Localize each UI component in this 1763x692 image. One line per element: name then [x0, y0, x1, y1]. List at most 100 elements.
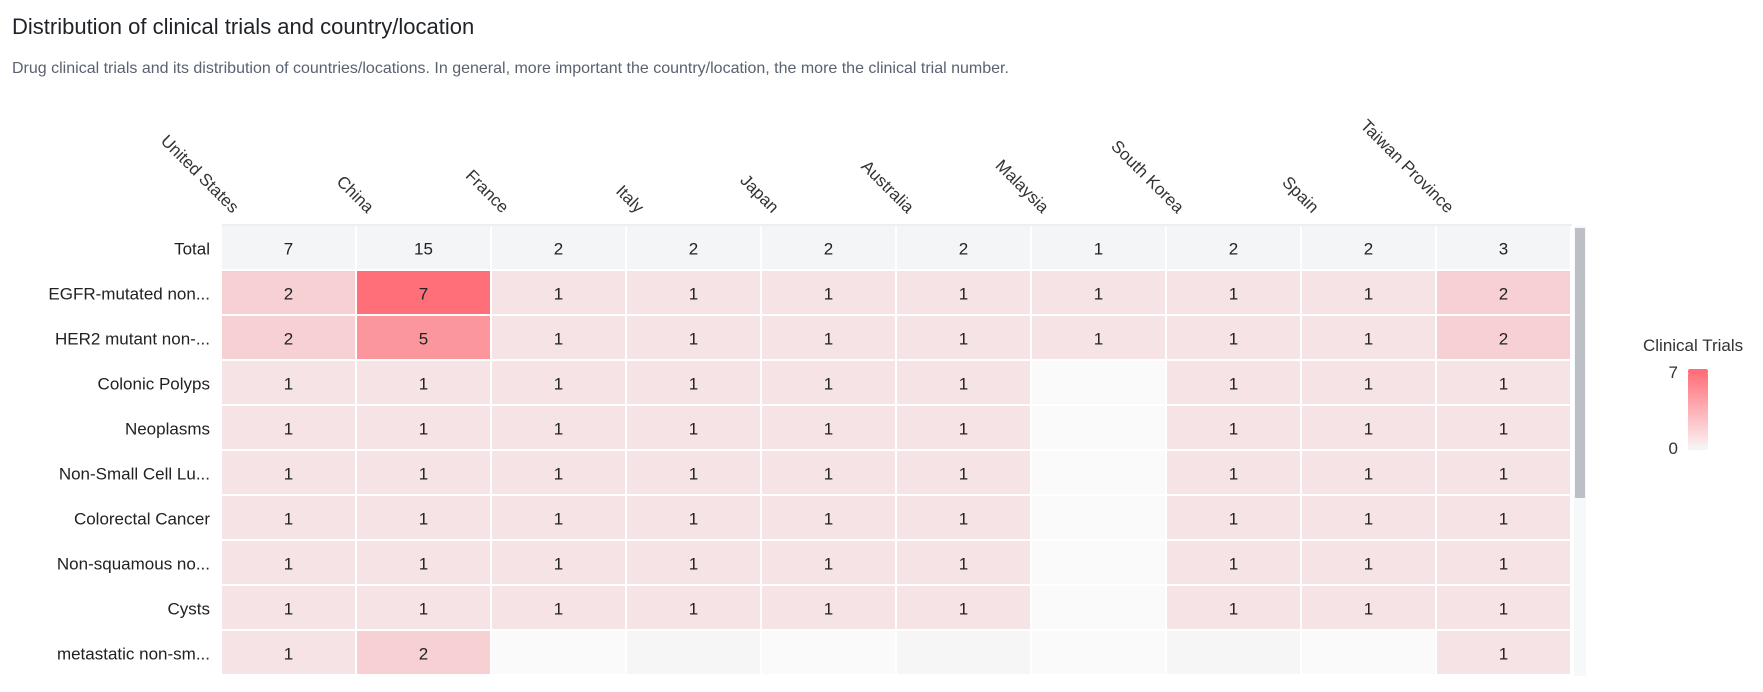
heatmap-cell[interactable]	[1032, 631, 1165, 674]
legend-title: Clinical Trials	[1643, 336, 1743, 356]
cell-value: 1	[824, 510, 833, 529]
cell-value: 1	[419, 420, 428, 439]
cell-value: 1	[1499, 465, 1508, 484]
column-label: South Korea	[1107, 137, 1188, 218]
cell-value: 1	[1499, 420, 1508, 439]
cell-value: 1	[554, 510, 563, 529]
cell-value: 1	[419, 465, 428, 484]
cell-value: 1	[284, 510, 293, 529]
heatmap-cell[interactable]	[1032, 496, 1165, 539]
total-value: 2	[554, 240, 563, 259]
cell-value: 1	[554, 555, 563, 574]
cell-value: 1	[1229, 510, 1238, 529]
scrollbar-thumb[interactable]	[1575, 228, 1585, 498]
heatmap-cell[interactable]	[1167, 631, 1300, 674]
cell-value: 1	[1229, 330, 1238, 349]
column-label: Spain	[1278, 173, 1322, 217]
heatmap-cell[interactable]	[1032, 541, 1165, 584]
heatmap-cell[interactable]	[1032, 451, 1165, 494]
cell-value: 1	[1364, 465, 1373, 484]
column-label: Taiwan Province	[1357, 116, 1458, 217]
heatmap-cell[interactable]	[1032, 586, 1165, 629]
legend-max-handle[interactable]	[1688, 369, 1708, 374]
cell-value: 1	[959, 420, 968, 439]
cell-value: 1	[554, 375, 563, 394]
row-label: Colonic Polyps	[98, 375, 210, 394]
cell-value: 2	[1499, 285, 1508, 304]
cell-value: 1	[959, 510, 968, 529]
cell-value: 1	[554, 420, 563, 439]
cell-value: 1	[959, 465, 968, 484]
heatmap-cell[interactable]	[492, 631, 625, 674]
cell-value: 7	[419, 285, 428, 304]
cell-value: 1	[824, 330, 833, 349]
total-value: 3	[1499, 240, 1508, 259]
row-label: HER2 mutant non-...	[55, 330, 210, 349]
cell-value: 1	[554, 465, 563, 484]
cell-value: 1	[419, 375, 428, 394]
row-label: Neoplasms	[125, 420, 210, 439]
cell-value: 1	[284, 555, 293, 574]
cell-value: 1	[959, 600, 968, 619]
cell-value: 1	[554, 600, 563, 619]
cell-value: 1	[284, 600, 293, 619]
cell-value: 5	[419, 330, 428, 349]
cell-value: 1	[1229, 600, 1238, 619]
cell-value: 1	[959, 285, 968, 304]
row-label: metastatic non-sm...	[57, 645, 210, 664]
heatmap-cell[interactable]	[897, 631, 1030, 674]
cell-value: 1	[284, 465, 293, 484]
cell-value: 1	[1499, 555, 1508, 574]
cell-value: 1	[1364, 420, 1373, 439]
total-value: 2	[959, 240, 968, 259]
heatmap-cell[interactable]	[627, 631, 760, 674]
cell-value: 2	[284, 285, 293, 304]
total-value: 2	[824, 240, 833, 259]
cell-value: 1	[284, 420, 293, 439]
row-label: Non-Small Cell Lu...	[59, 465, 210, 484]
heatmap-cell[interactable]	[762, 631, 895, 674]
cell-value: 1	[419, 510, 428, 529]
total-value: 7	[284, 240, 293, 259]
cell-value: 2	[284, 330, 293, 349]
total-row-label: Total	[174, 240, 210, 259]
legend-max-label: 7	[1669, 363, 1678, 382]
cell-value: 1	[1499, 600, 1508, 619]
cell-value: 1	[1229, 375, 1238, 394]
cell-value: 1	[1094, 285, 1103, 304]
cell-value: 1	[1094, 330, 1103, 349]
cell-value: 1	[1364, 375, 1373, 394]
row-label: EGFR-mutated non...	[48, 285, 210, 304]
cell-value: 1	[824, 420, 833, 439]
cell-value: 1	[1499, 510, 1508, 529]
legend-min-handle[interactable]	[1688, 446, 1708, 450]
cell-value: 1	[689, 510, 698, 529]
column-label: Australia	[857, 157, 918, 218]
row-label: Colorectal Cancer	[74, 510, 210, 529]
legend-min-label: 0	[1669, 439, 1678, 458]
cell-value: 1	[689, 330, 698, 349]
total-value: 15	[414, 240, 433, 259]
cell-value: 1	[1499, 375, 1508, 394]
cell-value: 1	[1229, 420, 1238, 439]
cell-value: 1	[689, 285, 698, 304]
row-label: Cysts	[168, 600, 211, 619]
cell-value: 1	[824, 465, 833, 484]
cell-value: 1	[959, 555, 968, 574]
cell-value: 1	[824, 375, 833, 394]
cell-value: 1	[1229, 555, 1238, 574]
cell-value: 1	[419, 600, 428, 619]
heatmap-cell[interactable]	[1032, 406, 1165, 449]
cell-value: 1	[1229, 285, 1238, 304]
cell-value: 1	[554, 285, 563, 304]
heatmap-cell[interactable]	[1032, 361, 1165, 404]
cell-value: 1	[284, 645, 293, 664]
cell-value: 1	[689, 420, 698, 439]
cell-value: 1	[959, 330, 968, 349]
cell-value: 1	[1364, 510, 1373, 529]
heatmap-cell[interactable]	[1302, 631, 1435, 674]
cell-value: 1	[824, 600, 833, 619]
cell-value: 1	[1364, 555, 1373, 574]
column-label: China	[333, 172, 378, 217]
